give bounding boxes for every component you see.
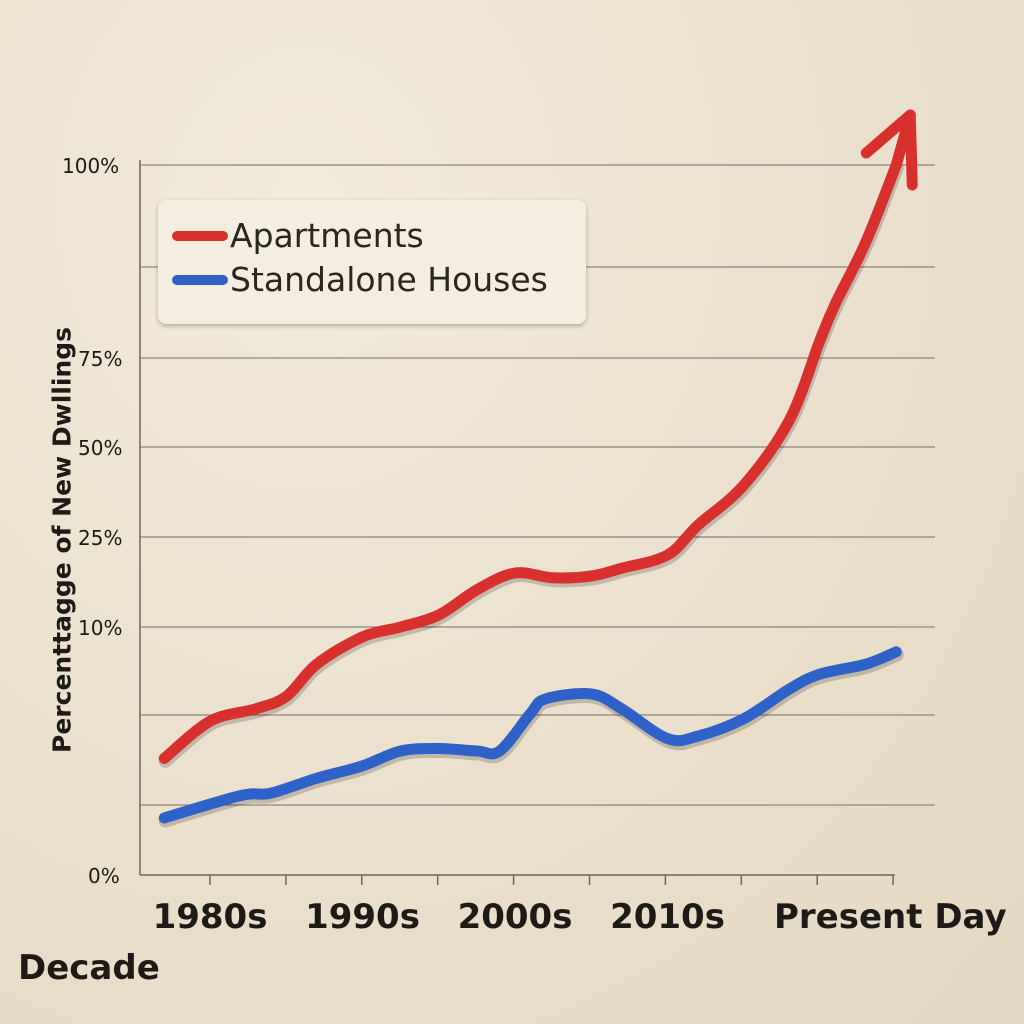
- series-line: [158, 159, 902, 764]
- legend-swatch: [172, 230, 228, 241]
- x-tick-label: 2010s: [610, 897, 725, 937]
- series-line: [158, 646, 902, 824]
- legend: Apartments Standalone Houses: [158, 200, 586, 324]
- y-tick-label: 10%: [78, 616, 122, 640]
- y-tick-label: 0%: [88, 864, 120, 888]
- y-axis-title: Percenttagge of New Dwllings: [47, 327, 77, 753]
- legend-item-standalone-houses: Standalone Houses: [172, 260, 548, 299]
- series-apartments: [158, 109, 918, 768]
- x-tick-label: Present Day: [774, 897, 1007, 937]
- legend-label: Standalone Houses: [230, 260, 548, 299]
- x-tick-label: 1990s: [305, 897, 420, 937]
- y-tick-label: 75%: [78, 347, 122, 371]
- legend-label: Apartments: [230, 216, 424, 255]
- y-tick-label: 100%: [62, 154, 119, 178]
- arrow-head-icon: [860, 109, 918, 191]
- x-tick-label: 2000s: [458, 897, 573, 937]
- y-tick-label: 25%: [78, 526, 122, 550]
- y-tick-label: 50%: [78, 436, 122, 460]
- x-axis-title: Decade: [18, 948, 160, 988]
- legend-swatch: [172, 274, 228, 285]
- x-tick-label: 1980s: [153, 897, 268, 937]
- series-standalone-houses: [158, 646, 904, 828]
- legend-item-apartments: Apartments: [172, 216, 424, 255]
